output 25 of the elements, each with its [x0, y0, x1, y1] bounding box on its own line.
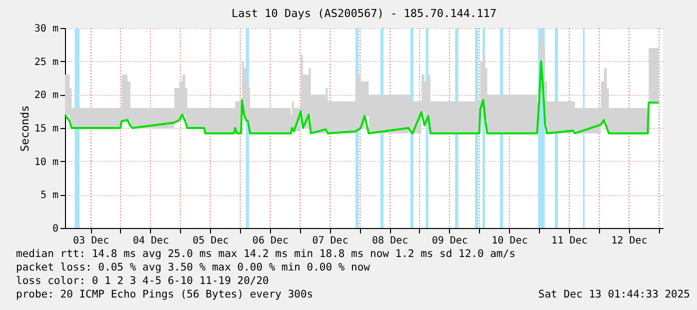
x-tick-label: 06 Dec	[252, 236, 289, 246]
text: probe: 20 ICMP Echo Pings (56 Bytes) every 300s	[16, 288, 314, 300]
y-tick-label: 0	[52, 224, 58, 234]
text: Sat Dec 13 01:44:33 2025	[538, 288, 690, 300]
x-tick-label: 11 Dec	[551, 236, 588, 246]
text: loss color: 0 1 2 3 4-5 6-10 11-19 20/20	[16, 275, 269, 287]
y-tick-label: 20 m	[34, 90, 58, 102]
x-tick-label: 07 Dec	[312, 236, 348, 246]
x-tick-label: 08 Dec	[372, 236, 408, 246]
y-tick-label: 5 m	[40, 190, 58, 202]
y-axis-title: Seconds	[18, 105, 32, 152]
y-tick-label: 10 m	[34, 156, 58, 168]
text: median rtt: 14.8 ms avg 25.0 ms max 14.2 ms min 18.8 ms now 1.2 ms sd 12.0 am/s	[16, 248, 516, 260]
x-tick-label: 09 Dec	[432, 236, 468, 246]
line-series	[64, 60, 660, 134]
x-tick-label: 05 Dec	[192, 236, 229, 246]
chart-title: Last 10 Days (AS200567) - 185.70.144.117	[232, 7, 496, 20]
text: packet loss: 0.05 % avg 3.50 % max 0.00 % min 0.00 % now	[16, 262, 371, 274]
x-tick-label: 12 Dec	[611, 236, 648, 246]
x-tick-label: 03 Dec	[73, 236, 110, 246]
x-tick-label: 10 Dec	[492, 236, 528, 246]
y-tick-label: 30 m	[34, 24, 58, 34]
y-tick-label: 15 m	[34, 124, 58, 134]
y-tick-label: 25 m	[34, 56, 58, 68]
x-tick-label: 04 Dec	[132, 236, 169, 246]
